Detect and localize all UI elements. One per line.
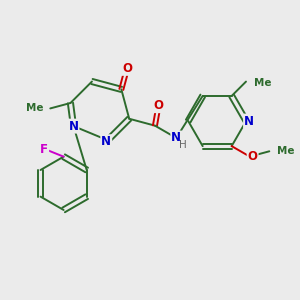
- Text: O: O: [154, 99, 164, 112]
- Text: N: N: [244, 115, 254, 128]
- Text: H: H: [179, 140, 187, 150]
- Text: Me: Me: [254, 78, 272, 88]
- Text: Me: Me: [26, 103, 44, 113]
- Text: Me: Me: [278, 146, 295, 156]
- Text: N: N: [101, 135, 111, 148]
- Text: O: O: [248, 150, 258, 163]
- Text: F: F: [40, 143, 48, 156]
- Text: O: O: [122, 62, 132, 75]
- Text: N: N: [68, 120, 79, 133]
- Text: N: N: [171, 131, 181, 145]
